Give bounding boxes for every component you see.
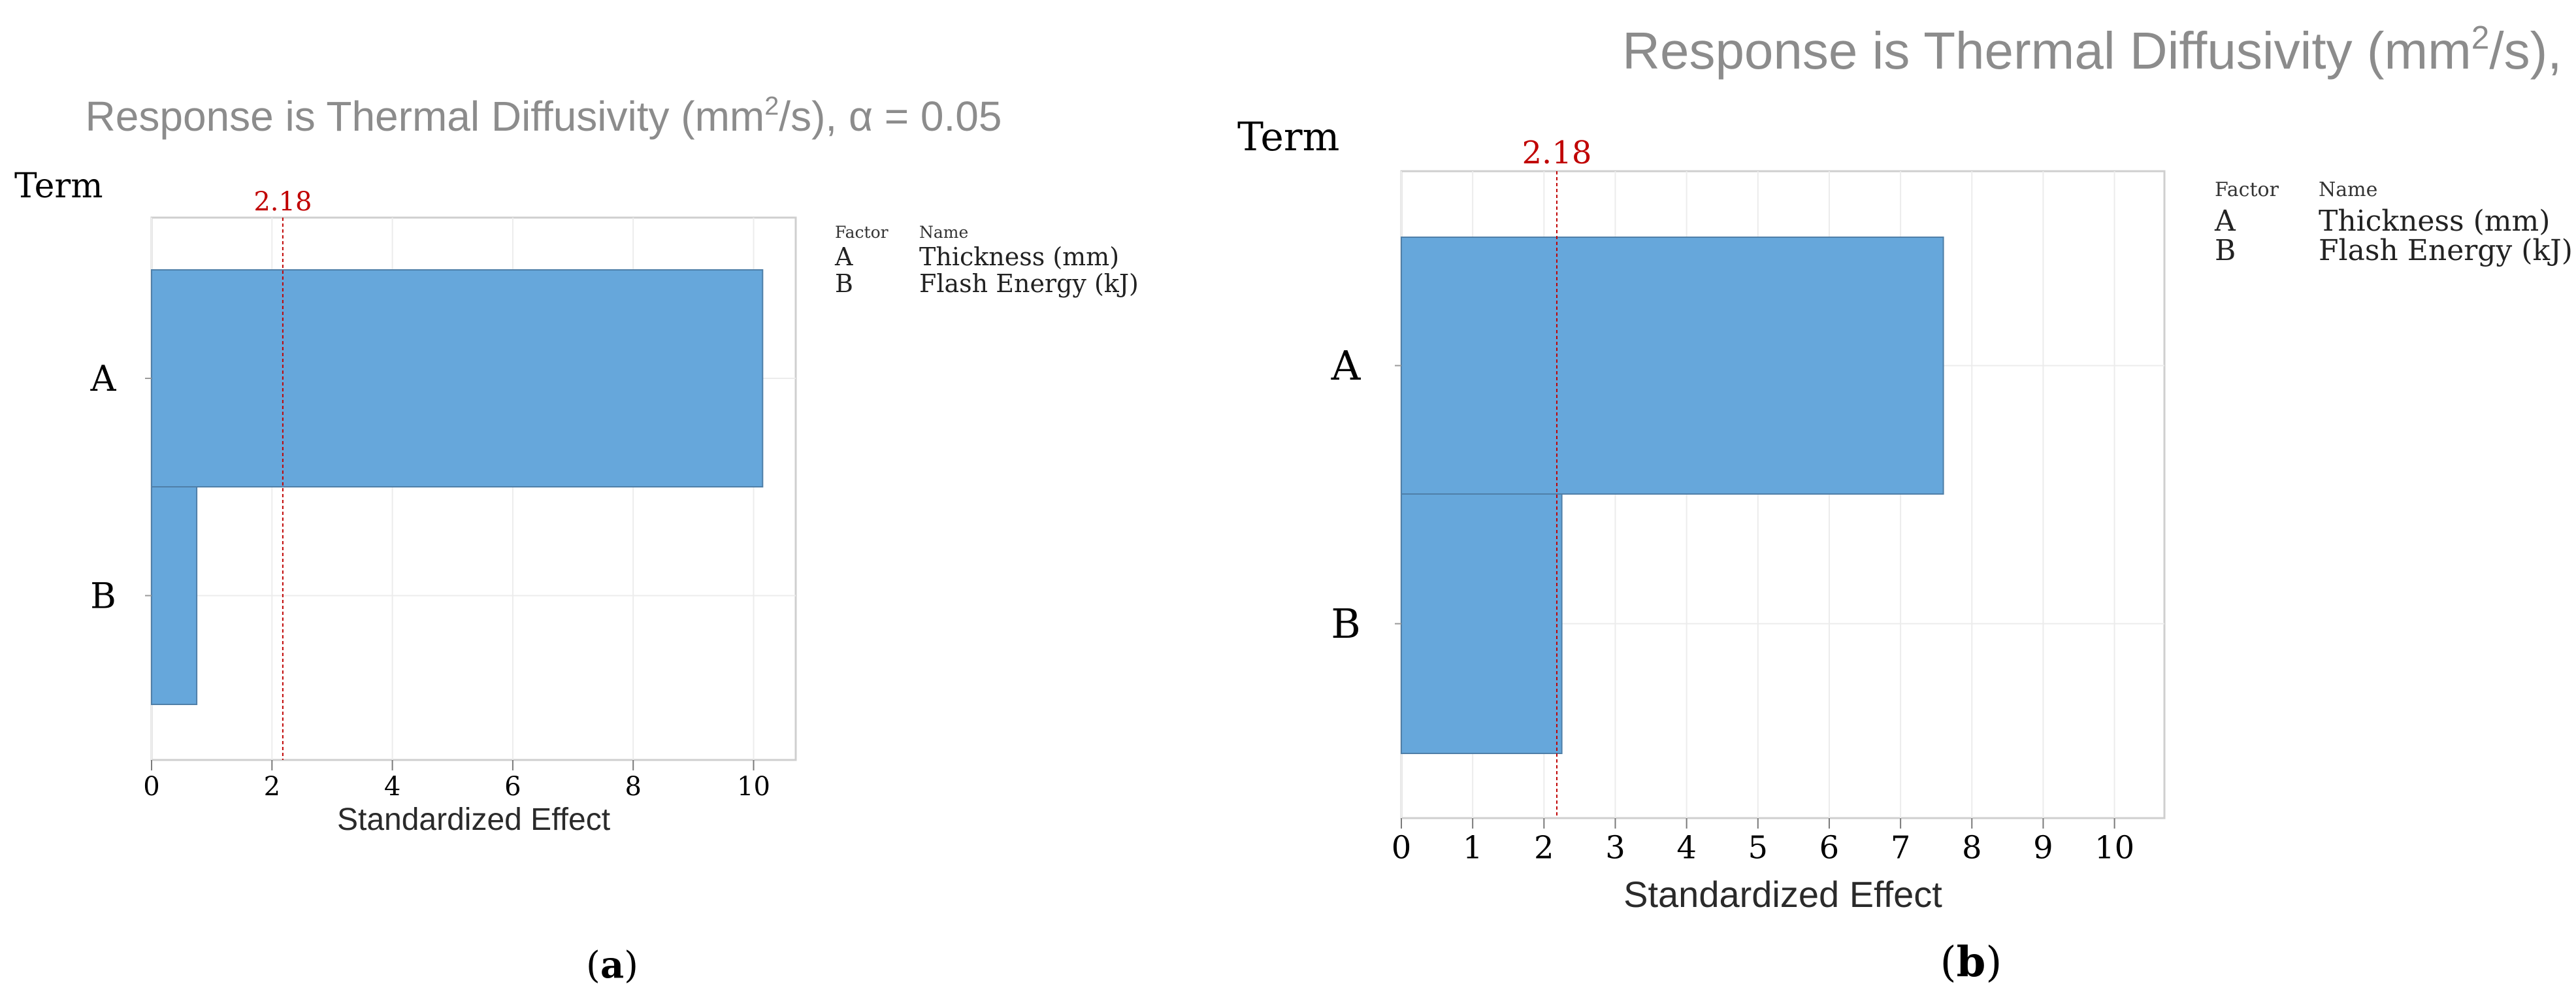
legend: Factor Name A Thickness (mm) B Flash Energy (… bbox=[834, 223, 1139, 298]
reference-line-label: 2.18 bbox=[1522, 135, 1592, 171]
legend-factor-A: A bbox=[2214, 205, 2236, 238]
x-tick-label-6: 6 bbox=[1819, 830, 1840, 866]
chart-panel-a: Response is Thermal Diffusivity (mm2/s),… bbox=[14, 92, 1139, 987]
x-tick-label-8: 8 bbox=[625, 772, 641, 802]
legend-header-name: Name bbox=[919, 223, 968, 242]
legend-factor-B: B bbox=[835, 269, 853, 298]
category-label-A: A bbox=[90, 358, 117, 399]
chart-title-prefix: Response is Thermal Diffusivity (mm bbox=[1622, 22, 2471, 80]
bar-A bbox=[1401, 237, 1944, 495]
bar-B bbox=[151, 486, 198, 705]
chart-title-suffix: /s), α = 0.05 bbox=[2489, 22, 2576, 80]
x-tick-label-4: 4 bbox=[384, 772, 400, 802]
term-axis-label: Term bbox=[1237, 114, 1339, 160]
panel-label-letter: b bbox=[1957, 938, 1986, 987]
panel-label-letter: a bbox=[600, 944, 624, 987]
panel-label-close: ) bbox=[1985, 938, 2002, 987]
chart-title: Response is Thermal Diffusivity (mm2/s),… bbox=[86, 92, 1002, 140]
legend-name-A: Thickness (mm) bbox=[2319, 205, 2550, 238]
panel-label: (a) bbox=[586, 944, 638, 987]
bar-A bbox=[151, 269, 764, 487]
chart-panel-b: Response is Thermal Diffusivity (mm2/s),… bbox=[1237, 20, 2576, 987]
legend-factor-A: A bbox=[834, 242, 853, 271]
chart-title-prefix: Response is Thermal Diffusivity (mm bbox=[86, 93, 765, 140]
legend: Factor Name A Thickness (mm) B Flash Energy (… bbox=[2214, 178, 2573, 267]
panel-label: (b) bbox=[1940, 938, 2002, 987]
x-tick-label-9: 9 bbox=[2033, 830, 2053, 866]
x-tick-label-6: 6 bbox=[504, 772, 521, 802]
chart-title-superscript: 2 bbox=[2471, 20, 2490, 56]
x-tick-label-10: 10 bbox=[2095, 830, 2134, 866]
reference-line-label: 2.18 bbox=[253, 187, 312, 217]
legend-header-name: Name bbox=[2319, 178, 2377, 201]
category-label-B: B bbox=[1331, 600, 1361, 648]
x-tick-label-2: 2 bbox=[264, 772, 280, 802]
legend-name-A: Thickness (mm) bbox=[919, 242, 1119, 271]
x-tick-label-2: 2 bbox=[1534, 830, 1554, 866]
x-tick-label-0: 0 bbox=[143, 772, 159, 802]
x-tick-label-5: 5 bbox=[1748, 830, 1769, 866]
x-tick-label-8: 8 bbox=[1962, 830, 1982, 866]
x-tick-label-3: 3 bbox=[1605, 830, 1625, 866]
x-tick-label-0: 0 bbox=[1392, 830, 1412, 866]
x-tick-label-4: 4 bbox=[1676, 830, 1697, 866]
bar-B bbox=[1401, 493, 1563, 754]
x-tick-label-10: 10 bbox=[737, 772, 770, 802]
x-axis-label: Standardized Effect bbox=[337, 802, 610, 837]
panel-label-close: ) bbox=[624, 944, 638, 987]
category-label-B: B bbox=[90, 575, 116, 616]
x-tick-label-7: 7 bbox=[1891, 830, 1911, 866]
x-axis-label: Standardized Effect bbox=[1623, 874, 1942, 915]
term-axis-label: Term bbox=[14, 167, 103, 206]
legend-name-B: Flash Energy (kJ) bbox=[919, 269, 1139, 298]
legend-factor-B: B bbox=[2215, 234, 2236, 267]
legend-header-factor: Factor bbox=[2215, 178, 2279, 201]
chart-title-superscript: 2 bbox=[764, 92, 779, 121]
x-tick-label-1: 1 bbox=[1463, 830, 1483, 866]
legend-header-factor: Factor bbox=[835, 223, 889, 242]
legend-name-B: Flash Energy (kJ) bbox=[2319, 234, 2573, 267]
panel-label-open: ( bbox=[586, 944, 600, 987]
panel-label-open: ( bbox=[1940, 938, 1957, 987]
category-label-A: A bbox=[1331, 342, 1361, 389]
chart-title-suffix: /s), α = 0.05 bbox=[779, 93, 1002, 140]
chart-title: Response is Thermal Diffusivity (mm2/s),… bbox=[1622, 20, 2576, 80]
